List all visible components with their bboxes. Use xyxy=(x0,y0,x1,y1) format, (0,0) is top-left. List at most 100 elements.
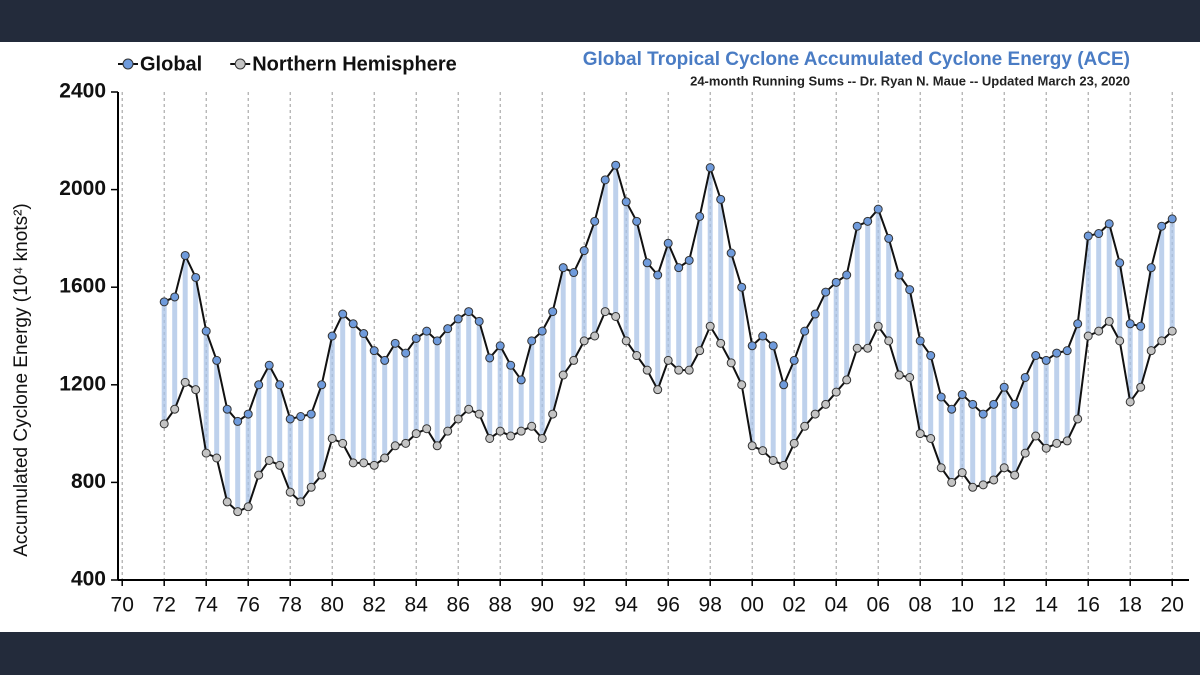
point xyxy=(642,365,652,375)
point xyxy=(495,341,505,351)
point xyxy=(243,502,253,512)
point xyxy=(317,380,327,390)
point xyxy=(758,331,768,341)
x-tick-label: 00 xyxy=(741,594,764,617)
point xyxy=(254,470,264,480)
point xyxy=(1167,326,1177,336)
point xyxy=(737,380,747,390)
point xyxy=(957,390,967,400)
point xyxy=(348,458,358,468)
point xyxy=(516,426,526,436)
point xyxy=(821,399,831,409)
point xyxy=(800,326,810,336)
x-tick-label: 14 xyxy=(1035,594,1059,617)
point xyxy=(1094,229,1104,239)
point xyxy=(390,338,400,348)
point xyxy=(443,324,453,334)
y-tick-label: 800 xyxy=(71,470,106,493)
point xyxy=(201,326,211,336)
point xyxy=(926,433,936,443)
point xyxy=(306,409,316,419)
chart-title: Global Tropical Cyclone Accumulated Cycl… xyxy=(583,49,1130,70)
y-tick-label: 2000 xyxy=(59,177,106,200)
legend-marker xyxy=(122,58,134,70)
point xyxy=(842,270,852,280)
x-tick-label: 80 xyxy=(321,594,344,617)
point xyxy=(852,343,862,353)
x-tick-label: 06 xyxy=(867,594,890,617)
x-tick-label: 84 xyxy=(405,594,429,617)
point xyxy=(1041,355,1051,365)
point xyxy=(348,319,358,329)
point xyxy=(1020,448,1030,458)
point xyxy=(611,311,621,321)
point xyxy=(159,297,169,307)
point xyxy=(989,475,999,485)
point xyxy=(705,163,715,173)
point xyxy=(432,441,442,451)
point xyxy=(558,263,568,273)
point xyxy=(873,204,883,214)
point xyxy=(506,431,516,441)
x-tick-label: 96 xyxy=(657,594,680,617)
x-tick-label: 86 xyxy=(447,594,470,617)
point xyxy=(1157,336,1167,346)
point xyxy=(726,358,736,368)
point xyxy=(905,285,915,295)
point xyxy=(1115,336,1125,346)
point xyxy=(527,336,537,346)
point xyxy=(863,216,873,226)
point xyxy=(317,470,327,480)
bottom-band xyxy=(0,632,1200,675)
point xyxy=(1031,351,1041,361)
point xyxy=(159,419,169,429)
point xyxy=(296,412,306,422)
x-tick-label: 10 xyxy=(951,594,974,617)
point xyxy=(191,272,201,282)
point xyxy=(1052,438,1062,448)
point xyxy=(170,292,180,302)
point xyxy=(1083,331,1093,341)
point xyxy=(905,372,915,382)
point xyxy=(957,468,967,478)
point xyxy=(285,487,295,497)
x-tick-label: 12 xyxy=(993,594,1016,617)
x-tick-label: 82 xyxy=(363,594,386,617)
point xyxy=(1010,470,1020,480)
x-tick-label: 78 xyxy=(279,594,302,617)
point xyxy=(422,424,432,434)
legend-marker xyxy=(234,58,246,70)
point xyxy=(1062,436,1072,446)
point xyxy=(443,426,453,436)
point xyxy=(369,460,379,470)
point xyxy=(474,409,484,419)
point xyxy=(947,404,957,414)
point xyxy=(852,221,862,231)
point xyxy=(275,460,285,470)
point xyxy=(506,360,516,370)
point xyxy=(989,399,999,409)
point xyxy=(453,314,463,324)
x-tick-label: 92 xyxy=(573,594,596,617)
point xyxy=(1115,258,1125,268)
y-tick-label: 400 xyxy=(71,568,106,591)
point xyxy=(1104,219,1114,229)
x-tick-label: 88 xyxy=(489,594,512,617)
point xyxy=(747,341,757,351)
point xyxy=(453,414,463,424)
point xyxy=(485,353,495,363)
point xyxy=(254,380,264,390)
point xyxy=(789,355,799,365)
point xyxy=(894,270,904,280)
point xyxy=(611,160,621,170)
point xyxy=(674,365,684,375)
point xyxy=(747,441,757,451)
point xyxy=(1041,443,1051,453)
point xyxy=(1010,399,1020,409)
point xyxy=(411,333,421,343)
point xyxy=(285,414,295,424)
point xyxy=(537,326,547,336)
x-tick-label: 70 xyxy=(111,594,134,617)
point xyxy=(1136,382,1146,392)
point xyxy=(569,268,579,278)
